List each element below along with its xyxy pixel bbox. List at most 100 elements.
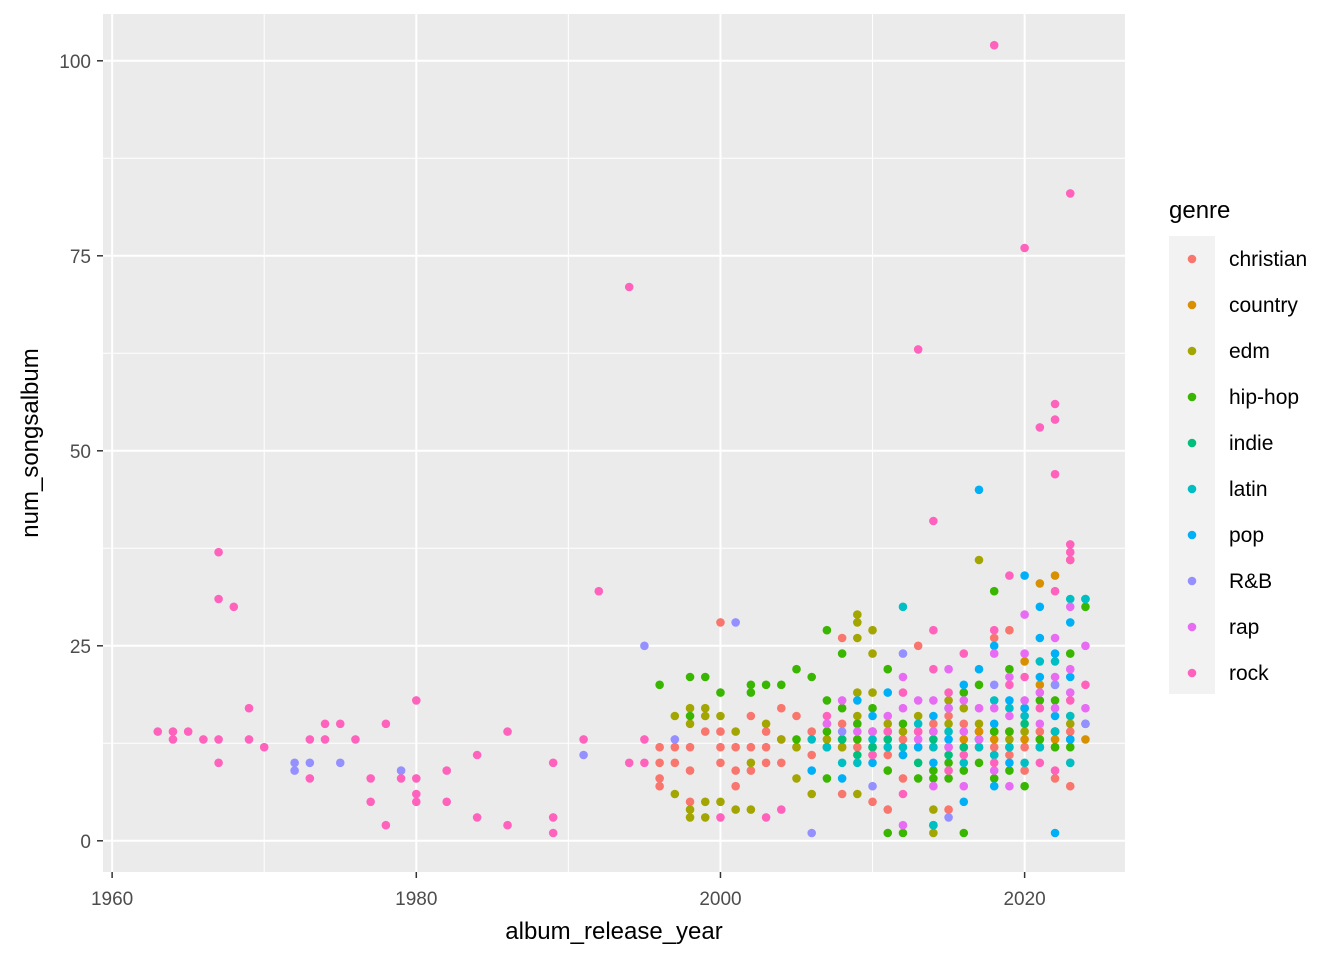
data-point	[472, 750, 482, 760]
data-point	[989, 781, 999, 791]
data-point	[214, 594, 223, 604]
data-point	[320, 719, 330, 729]
data-point	[883, 727, 893, 736]
data-point	[1020, 657, 1029, 666]
data-point	[822, 625, 832, 635]
data-point	[579, 735, 588, 744]
data-point	[898, 703, 908, 713]
data-point	[959, 797, 969, 807]
legend-items: christian country edm hip-hop indie latin pop R…	[1187, 248, 1307, 685]
data-point	[1065, 649, 1075, 658]
data-point	[959, 649, 969, 658]
data-point	[944, 719, 953, 729]
data-point	[1065, 727, 1075, 736]
y-tick-label: 75	[70, 247, 91, 268]
data-point	[168, 727, 178, 736]
data-point	[1020, 243, 1029, 253]
data-point	[837, 758, 847, 768]
data-point	[1050, 774, 1060, 783]
legend-label: edm	[1229, 340, 1270, 363]
data-point	[366, 797, 375, 807]
data-point	[700, 711, 710, 721]
data-point	[168, 735, 178, 744]
data-point	[1050, 727, 1060, 736]
data-point	[670, 735, 680, 744]
data-point	[442, 797, 452, 807]
legend-key	[1187, 484, 1197, 494]
data-point	[959, 696, 969, 705]
data-point	[898, 750, 908, 760]
data-point	[1035, 758, 1045, 768]
data-point	[944, 735, 953, 744]
data-point	[868, 735, 877, 744]
data-point	[883, 828, 893, 838]
data-point	[685, 805, 695, 814]
data-point	[929, 516, 938, 526]
data-point	[655, 774, 664, 783]
data-point	[199, 735, 208, 744]
data-point	[974, 703, 984, 713]
data-point	[305, 735, 315, 744]
data-point	[837, 742, 847, 752]
data-point	[989, 719, 999, 729]
data-point	[1005, 711, 1014, 721]
data-point	[761, 719, 771, 729]
data-point	[1081, 594, 1090, 604]
data-point	[1081, 703, 1090, 713]
data-point	[776, 735, 786, 744]
data-point	[1035, 423, 1045, 432]
data-point	[670, 758, 680, 768]
data-point	[1005, 703, 1014, 713]
legend-key	[1187, 438, 1197, 448]
data-point	[959, 742, 969, 752]
data-point	[716, 618, 725, 627]
data-point	[853, 789, 862, 799]
data-point	[883, 711, 893, 721]
data-point	[989, 680, 999, 690]
data-point	[1005, 664, 1014, 674]
axis-ticks	[97, 60, 1026, 878]
data-point	[929, 758, 938, 768]
data-point	[974, 680, 984, 690]
data-point	[1065, 758, 1075, 768]
data-point	[898, 735, 908, 744]
data-point	[1035, 680, 1045, 690]
minor-gridlines	[103, 14, 1125, 872]
data-point	[1020, 711, 1029, 721]
data-point	[1050, 766, 1060, 775]
data-point	[1050, 415, 1060, 424]
data-point	[868, 750, 877, 760]
data-point	[868, 742, 877, 752]
data-point	[320, 735, 330, 744]
data-point	[883, 719, 893, 729]
data-point	[1020, 735, 1029, 744]
data-point	[868, 727, 877, 736]
data-point	[913, 345, 923, 354]
data-point	[944, 664, 953, 674]
data-point	[853, 688, 862, 697]
data-point	[685, 719, 695, 729]
data-point	[335, 719, 345, 729]
data-point	[1005, 766, 1014, 775]
data-point	[822, 719, 832, 729]
data-point	[837, 649, 847, 658]
data-point	[913, 641, 923, 651]
data-point	[700, 672, 710, 682]
data-point	[868, 797, 877, 807]
legend-label: R&B	[1229, 570, 1272, 593]
data-point	[913, 774, 923, 783]
data-point	[944, 688, 953, 697]
data-point	[1005, 742, 1014, 752]
y-axis-tick-labels: 0 25 50 75 100	[59, 52, 91, 853]
data-point	[351, 735, 360, 744]
data-point	[1020, 571, 1029, 580]
data-point	[1035, 579, 1045, 588]
data-point	[1050, 399, 1060, 409]
data-point	[1020, 766, 1029, 775]
data-point	[1065, 555, 1075, 565]
data-point	[853, 735, 862, 744]
data-point	[548, 758, 558, 768]
data-point	[853, 750, 862, 760]
data-point	[959, 727, 969, 736]
data-point	[229, 602, 239, 612]
